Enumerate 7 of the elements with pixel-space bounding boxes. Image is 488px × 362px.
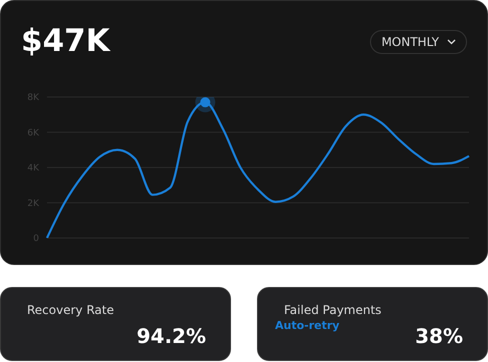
chart-title: $47K [21,23,110,59]
text: Failed Payments [284,303,382,317]
text: Auto-retry [275,319,340,332]
text: 38% [415,324,463,348]
text: Recovery Rate [27,303,114,317]
text: 94.2% [136,324,206,348]
text: MONTHLY [381,35,439,49]
